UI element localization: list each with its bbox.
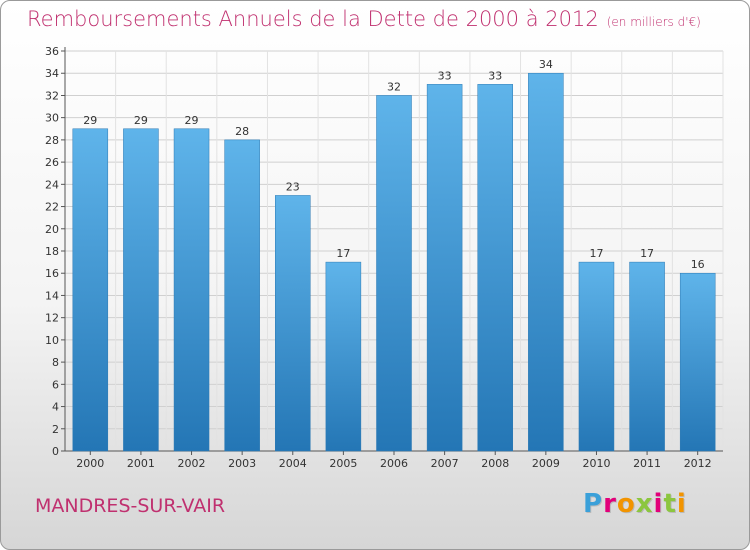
chart-title-text: Remboursements Annuels de la Dette de 20… (27, 7, 599, 31)
bar-value-label: 33 (488, 69, 502, 82)
y-tick-label: 20 (45, 223, 59, 236)
bar-value-label: 16 (691, 258, 705, 271)
y-tick-label: 22 (45, 201, 59, 214)
x-tick-label: 2001 (127, 457, 155, 470)
bar (578, 261, 615, 452)
x-tick-label: 2002 (178, 457, 206, 470)
commune-name: MANDRES-SUR-VAIR (35, 495, 226, 517)
bar (477, 84, 513, 452)
bar-value-label: 17 (336, 247, 350, 260)
y-tick-label: 26 (45, 156, 59, 169)
bar (325, 261, 362, 452)
logo-letter: i (676, 489, 687, 519)
x-tick-label: 2003 (228, 457, 256, 470)
x-tick-label: 2000 (76, 457, 104, 470)
y-tick-label: 12 (45, 312, 59, 325)
chart-title: Remboursements Annuels de la Dette de 20… (27, 7, 701, 31)
bar (426, 84, 463, 452)
bar-value-label: 17 (589, 247, 603, 260)
bar (224, 139, 260, 452)
y-tick-label: 18 (45, 245, 59, 258)
bar-value-label: 29 (134, 114, 148, 127)
x-tick-label: 2004 (279, 457, 307, 470)
y-tick-label: 14 (45, 289, 59, 302)
y-tick-label: 16 (45, 267, 59, 280)
y-tick-label: 28 (45, 134, 59, 147)
y-tick-label: 4 (52, 401, 59, 414)
bar (629, 261, 665, 452)
bar-value-label: 34 (539, 58, 553, 71)
x-tick-label: 2006 (380, 457, 408, 470)
bar-value-label: 17 (640, 247, 654, 260)
chart-unit: (en milliers d'€) (606, 15, 701, 29)
labels: 0246810121416182022242628303234362920002… (45, 45, 712, 470)
logo-letter: t (663, 489, 677, 519)
bar (528, 72, 564, 452)
logo-letter: x (635, 489, 654, 519)
y-tick-label: 6 (52, 378, 59, 391)
bar (679, 272, 716, 452)
x-tick-label: 2008 (481, 457, 509, 470)
logo-letter: i (653, 489, 664, 519)
x-tick-label: 2005 (329, 457, 357, 470)
logo-letter: o (616, 489, 636, 519)
bar-value-label: 29 (83, 114, 97, 127)
y-tick-label: 36 (45, 45, 59, 58)
logo-letter: P (583, 489, 604, 519)
bar-value-label: 29 (185, 114, 199, 127)
bar-value-label: 28 (235, 125, 249, 138)
bar-value-label: 33 (438, 69, 452, 82)
bar (173, 128, 210, 452)
bar-value-label: 23 (286, 180, 300, 193)
y-tick-label: 0 (52, 445, 59, 458)
x-tick-label: 2012 (684, 457, 712, 470)
x-tick-label: 2010 (582, 457, 610, 470)
bar (123, 128, 159, 452)
y-tick-label: 34 (45, 67, 59, 80)
bars (72, 72, 716, 452)
y-tick-label: 32 (45, 89, 59, 102)
x-tick-label: 2007 (431, 457, 459, 470)
bar (275, 195, 311, 452)
logo-letter: r (603, 489, 617, 519)
x-tick-label: 2011 (633, 457, 661, 470)
x-tick-label: 2009 (532, 457, 560, 470)
y-tick-label: 30 (45, 112, 59, 125)
bar (72, 128, 109, 452)
bar-value-label: 32 (387, 80, 401, 93)
y-tick-label: 8 (52, 356, 59, 369)
proxiti-logo: Proxiti (583, 489, 687, 519)
y-tick-label: 10 (45, 334, 59, 347)
bar (376, 95, 412, 452)
y-tick-label: 24 (45, 178, 59, 191)
y-tick-label: 2 (52, 423, 59, 436)
